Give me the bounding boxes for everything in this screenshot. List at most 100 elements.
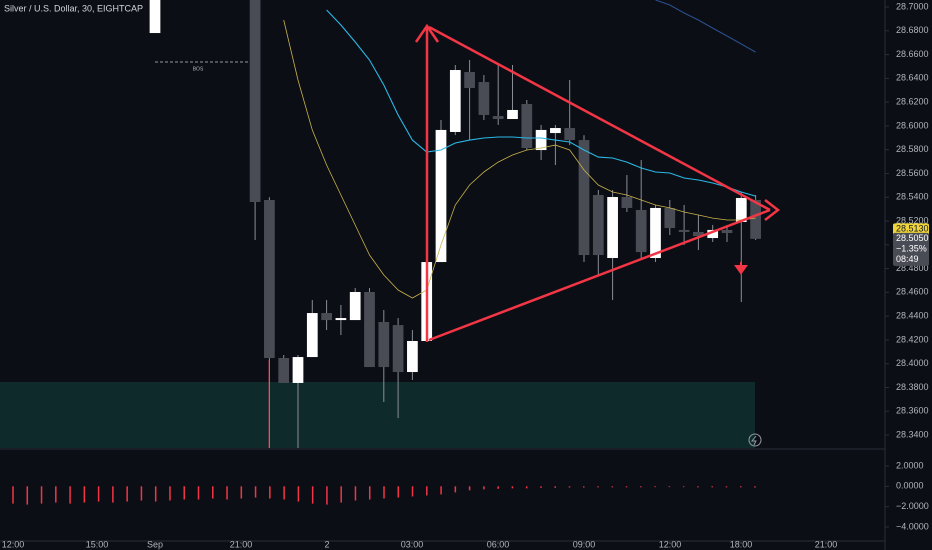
x-tick-label: 12:00: [659, 539, 682, 549]
candle-body: [292, 357, 304, 383]
candle-body: [721, 229, 733, 234]
candle-body: [592, 194, 604, 256]
osc-bar: [554, 486, 556, 488]
candle-body: [249, 0, 261, 203]
osc-bar: [154, 486, 157, 502]
osc-bar: [525, 486, 528, 489]
candle-body: [278, 357, 290, 383]
y-tick-label: 28.4800: [896, 263, 929, 273]
osc-bar: [197, 486, 200, 500]
candle-body: [535, 129, 547, 151]
osc-bar: [69, 486, 71, 504]
osc-tick-label: 2.0000: [896, 460, 924, 470]
y-tick-label: 28.4200: [896, 334, 929, 344]
y-tick-label: 28.5400: [896, 192, 929, 202]
indicator-price-label: 28.5130: [896, 224, 929, 234]
osc-bar: [426, 486, 428, 496]
osc-bar: [269, 486, 271, 499]
x-tick-label: 06:00: [487, 539, 510, 549]
candle-body: [521, 104, 533, 149]
osc-bar: [611, 486, 614, 488]
triangle-drawing: [414, 23, 781, 342]
osc-bar: [383, 486, 385, 499]
signal-arrow: [734, 262, 748, 275]
candle-body: [550, 128, 561, 134]
candle-body: [435, 129, 447, 263]
candle-body: [564, 128, 576, 141]
osc-bar: [240, 486, 243, 499]
x-tick-label: 15:00: [86, 539, 109, 549]
candle-body: [607, 197, 618, 259]
osc-bar: [97, 486, 100, 502]
chart-title: Silver / U.S. Dollar, 30, EIGHTCAP: [4, 3, 143, 13]
x-tick-label: 09:00: [573, 539, 596, 549]
osc-bar: [454, 486, 457, 493]
osc-bar: [311, 486, 314, 504]
ma-line: [283, 19, 756, 299]
drawing-arrow: [414, 23, 440, 43]
y-tick-label: 28.4000: [896, 358, 929, 368]
osc-bar: [668, 486, 671, 488]
drawing-line: [428, 208, 771, 342]
osc-bar: [625, 486, 628, 488]
candle-body: [478, 82, 490, 115]
countdown-label: 08:49: [896, 254, 919, 264]
osc-bar: [511, 486, 514, 489]
candle-body: [378, 321, 390, 368]
osc-bar: [411, 486, 414, 497]
candle-body: [364, 292, 375, 368]
y-tick-label: 28.6400: [896, 73, 929, 83]
osc-bar: [126, 486, 128, 502]
last-price-label: 28.5050: [896, 233, 929, 243]
candle-body: [578, 140, 590, 256]
x-tick-label: 03:00: [401, 539, 424, 549]
osc-bar: [83, 486, 86, 503]
y-tick-label: 28.4600: [896, 287, 929, 297]
osc-bar: [326, 486, 328, 505]
y-tick-label: 28.4400: [896, 311, 929, 321]
oscillator-pane: 2.0000 0.0000 −2.0000 −4.0000: [12, 460, 929, 531]
candle-body: [650, 207, 661, 259]
candle-body: [621, 197, 633, 208]
osc-bar: [40, 486, 43, 504]
osc-bar: [169, 486, 171, 501]
osc-bar: [397, 486, 400, 498]
osc-bar: [26, 486, 29, 505]
candle-body: [664, 207, 676, 229]
osc-bar: [254, 486, 257, 498]
y-tick-label: 28.5200: [896, 215, 929, 225]
candle-body: [321, 313, 332, 321]
candle-body: [449, 70, 461, 132]
osc-bar: [226, 486, 228, 500]
osc-bar: [112, 486, 114, 503]
candle-body: [735, 197, 747, 222]
osc-bar: [754, 486, 756, 488]
candle-body: [693, 231, 704, 237]
y-tick-label: 28.5600: [896, 168, 929, 178]
candle-body: [464, 72, 475, 88]
candle-body: [349, 292, 361, 321]
y-tick-label: 28.3400: [896, 429, 929, 439]
osc-tick-label: −4.0000: [896, 521, 929, 531]
osc-bar: [340, 486, 342, 503]
osc-bar: [654, 486, 656, 488]
candle-body: [149, 0, 161, 34]
osc-bar: [739, 486, 742, 488]
ma-line: [326, 9, 756, 197]
alert-icon[interactable]: [748, 433, 762, 447]
candle-body: [392, 325, 404, 373]
osc-bar: [297, 486, 300, 502]
y-tick-label: 28.3800: [896, 382, 929, 392]
indicator-price-badge: [893, 223, 929, 236]
osc-bar: [483, 486, 485, 490]
osc-bar: [640, 486, 642, 488]
osc-tick-label: 0.0000: [896, 481, 924, 491]
osc-bar: [368, 486, 371, 500]
y-tick-label: 28.6800: [896, 25, 929, 35]
y-tick-label: 28.6200: [896, 97, 929, 107]
osc-bar: [212, 486, 214, 499]
osc-bar: [725, 486, 728, 488]
